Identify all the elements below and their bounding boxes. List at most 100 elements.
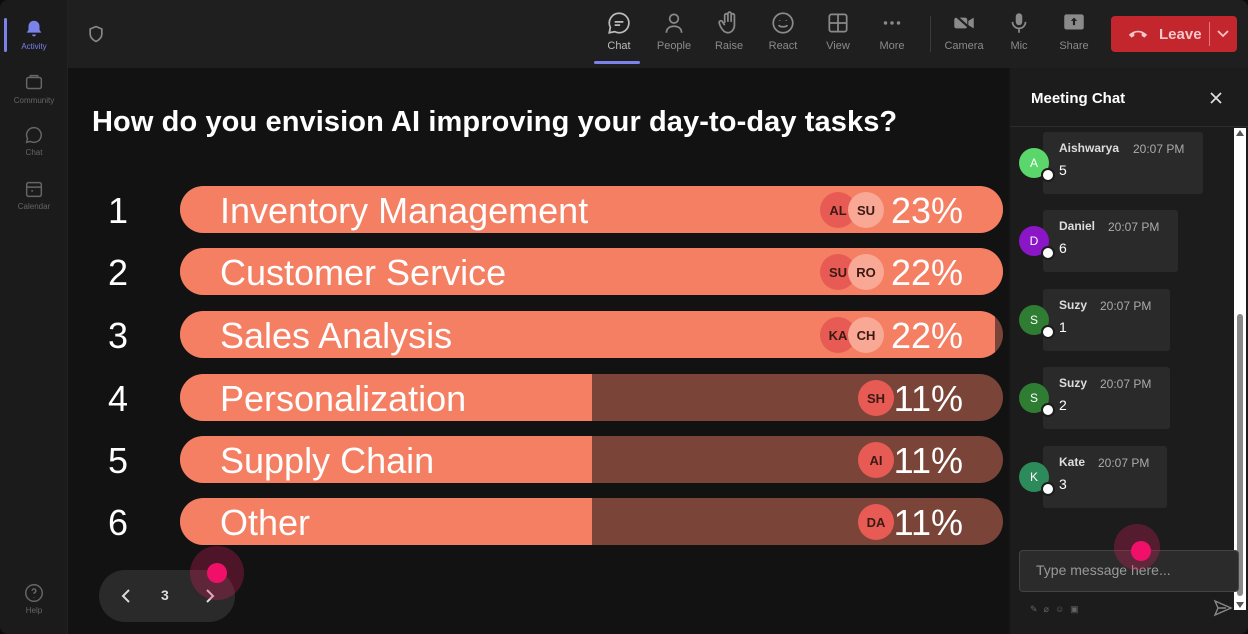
message-input[interactable]: Type message here... — [1019, 550, 1239, 592]
option-bar-fill — [180, 498, 592, 545]
option-bar: Customer Service SU RO 22% — [180, 248, 1003, 295]
react-button[interactable]: React — [756, 10, 810, 62]
hang-up-icon — [1128, 30, 1148, 38]
bell-icon — [26, 20, 42, 36]
chat-scrollbar[interactable] — [1234, 128, 1246, 610]
voter-avatar: SH — [858, 380, 894, 416]
app-rail: Activity Community Chat Calendar Help — [0, 0, 68, 634]
option-label: Supply Chain — [220, 440, 435, 481]
poll-option-row: 6 Other DA 11% — [68, 498, 1008, 546]
chat-message[interactable]: Daniel 20:07 PM 6 — [1043, 210, 1178, 272]
compose-toolbar: ✎ ⌀ ☺ ▣ — [1030, 604, 1079, 615]
chat-message[interactable]: Kate 20:07 PM 3 — [1043, 446, 1167, 508]
chat-message[interactable]: Aishwarya 20:07 PM 5 — [1043, 132, 1203, 194]
hand-icon — [718, 11, 736, 34]
emoji-icon[interactable]: ☺ — [1054, 604, 1065, 614]
mic-icon — [1011, 13, 1027, 33]
toolbar-divider — [930, 16, 931, 52]
option-rank: 6 — [108, 502, 129, 543]
option-rank: 5 — [108, 440, 129, 481]
chat-message[interactable]: Suzy 20:07 PM 2 — [1043, 367, 1170, 429]
gif-icon[interactable]: ▣ — [1070, 604, 1079, 614]
sender-avatar[interactable]: D — [1019, 226, 1055, 260]
sender-avatar[interactable]: S — [1019, 305, 1055, 339]
poll-option-row: 2 Customer Service SU RO 22% — [68, 248, 1008, 296]
sender-name: Suzy — [1059, 298, 1088, 312]
scroll-up-arrow[interactable] — [1236, 130, 1244, 136]
scroll-down-arrow[interactable] — [1236, 602, 1244, 608]
option-rank: 1 — [108, 190, 129, 231]
raise-hand-button[interactable]: Raise — [702, 10, 756, 62]
sender-name: Daniel — [1059, 219, 1096, 233]
calendar-icon — [25, 181, 43, 197]
help-icon — [25, 583, 43, 602]
option-percent: 11% — [893, 440, 963, 481]
option-percent: 23% — [890, 190, 963, 231]
poll-option-row: 5 Supply Chain AI 11% — [68, 436, 1008, 484]
voter-avatar: AI — [858, 442, 894, 478]
rail-label: Community — [13, 95, 55, 105]
camera-button[interactable]: Camera — [937, 10, 991, 62]
voter-avatar: SU — [848, 192, 884, 228]
option-percent: 22% — [890, 315, 963, 356]
option-bar: Personalization SH 11% — [180, 374, 1003, 421]
send-icon[interactable] — [1213, 598, 1233, 618]
chat-divider — [1010, 126, 1248, 127]
sender-avatar[interactable]: S — [1019, 383, 1055, 417]
option-label: Inventory Management — [220, 190, 589, 231]
close-icon[interactable] — [1208, 90, 1224, 106]
option-percent: 22% — [890, 252, 963, 293]
raise-button-label: Raise — [714, 40, 744, 52]
message-text: 3 — [1059, 476, 1067, 492]
grid-icon — [828, 13, 848, 33]
voter-avatar: CH — [848, 317, 884, 353]
poll-option-row: 3 Sales Analysis KA CH 22% — [68, 311, 1008, 359]
option-bar: Inventory Management AL SU 23% — [180, 186, 1003, 233]
more-button[interactable]: More — [865, 10, 919, 62]
community-icon — [25, 74, 43, 89]
scroll-thumb[interactable] — [1237, 314, 1243, 596]
view-button[interactable]: View — [811, 10, 865, 62]
option-label: Personalization — [220, 378, 467, 419]
chat-icon — [608, 12, 630, 34]
chat-message[interactable]: Suzy 20:07 PM 1 — [1043, 289, 1170, 351]
meeting-chat-panel: Meeting Chat Aishwarya 20:07 PM 5 A Daniel 20… — [1010, 68, 1248, 634]
camera-off-icon — [953, 13, 975, 33]
shield-icon[interactable] — [86, 24, 106, 44]
voter-avatar: RO — [848, 254, 884, 290]
people-button[interactable]: People — [647, 10, 701, 62]
leave-button[interactable]: Leave — [1111, 16, 1237, 52]
rail-item-activity[interactable]: Activity — [0, 10, 68, 58]
rail-item-community[interactable]: Community — [0, 64, 68, 112]
format-icon[interactable]: ✎ — [1030, 604, 1038, 614]
option-percent: 11% — [893, 378, 963, 419]
rail-item-help[interactable]: Help — [0, 574, 68, 622]
message-text: 5 — [1059, 162, 1067, 178]
chevron-down-icon[interactable] — [1215, 25, 1231, 41]
mic-button-label: Mic — [1010, 40, 1028, 52]
meeting-toolbar: Chat People Raise React View More Camera — [68, 0, 1248, 68]
sender-avatar[interactable]: A — [1019, 148, 1055, 182]
option-rank: 4 — [108, 378, 129, 419]
chevron-right-icon[interactable] — [199, 586, 219, 606]
chat-button[interactable]: Chat — [592, 10, 646, 64]
sender-avatar[interactable]: K — [1019, 462, 1055, 496]
view-button-label: View — [826, 40, 850, 52]
sender-name: Aishwarya — [1059, 141, 1120, 155]
option-bar-fill — [180, 374, 592, 421]
sender-name: Kate — [1059, 455, 1086, 469]
share-button[interactable]: Share — [1047, 10, 1101, 62]
rail-label: Chat — [25, 147, 43, 157]
rail-item-calendar[interactable]: Calendar — [0, 170, 68, 218]
sender-name: Suzy — [1059, 376, 1088, 390]
message-time: 20:07 PM — [1098, 456, 1150, 470]
rail-label: Help — [25, 605, 43, 615]
chevron-left-icon[interactable] — [117, 586, 137, 606]
page-number: 3 — [161, 587, 169, 603]
mic-button[interactable]: Mic — [992, 10, 1046, 62]
attach-icon[interactable]: ⌀ — [1043, 604, 1049, 614]
poll-option-row: 4 Personalization SH 11% — [68, 374, 1008, 422]
option-bar: Supply Chain AI 11% — [180, 436, 1003, 483]
poll-option-row: 1 Inventory Management AL SU 23% — [68, 186, 1008, 234]
rail-item-chat[interactable]: Chat — [0, 116, 68, 164]
